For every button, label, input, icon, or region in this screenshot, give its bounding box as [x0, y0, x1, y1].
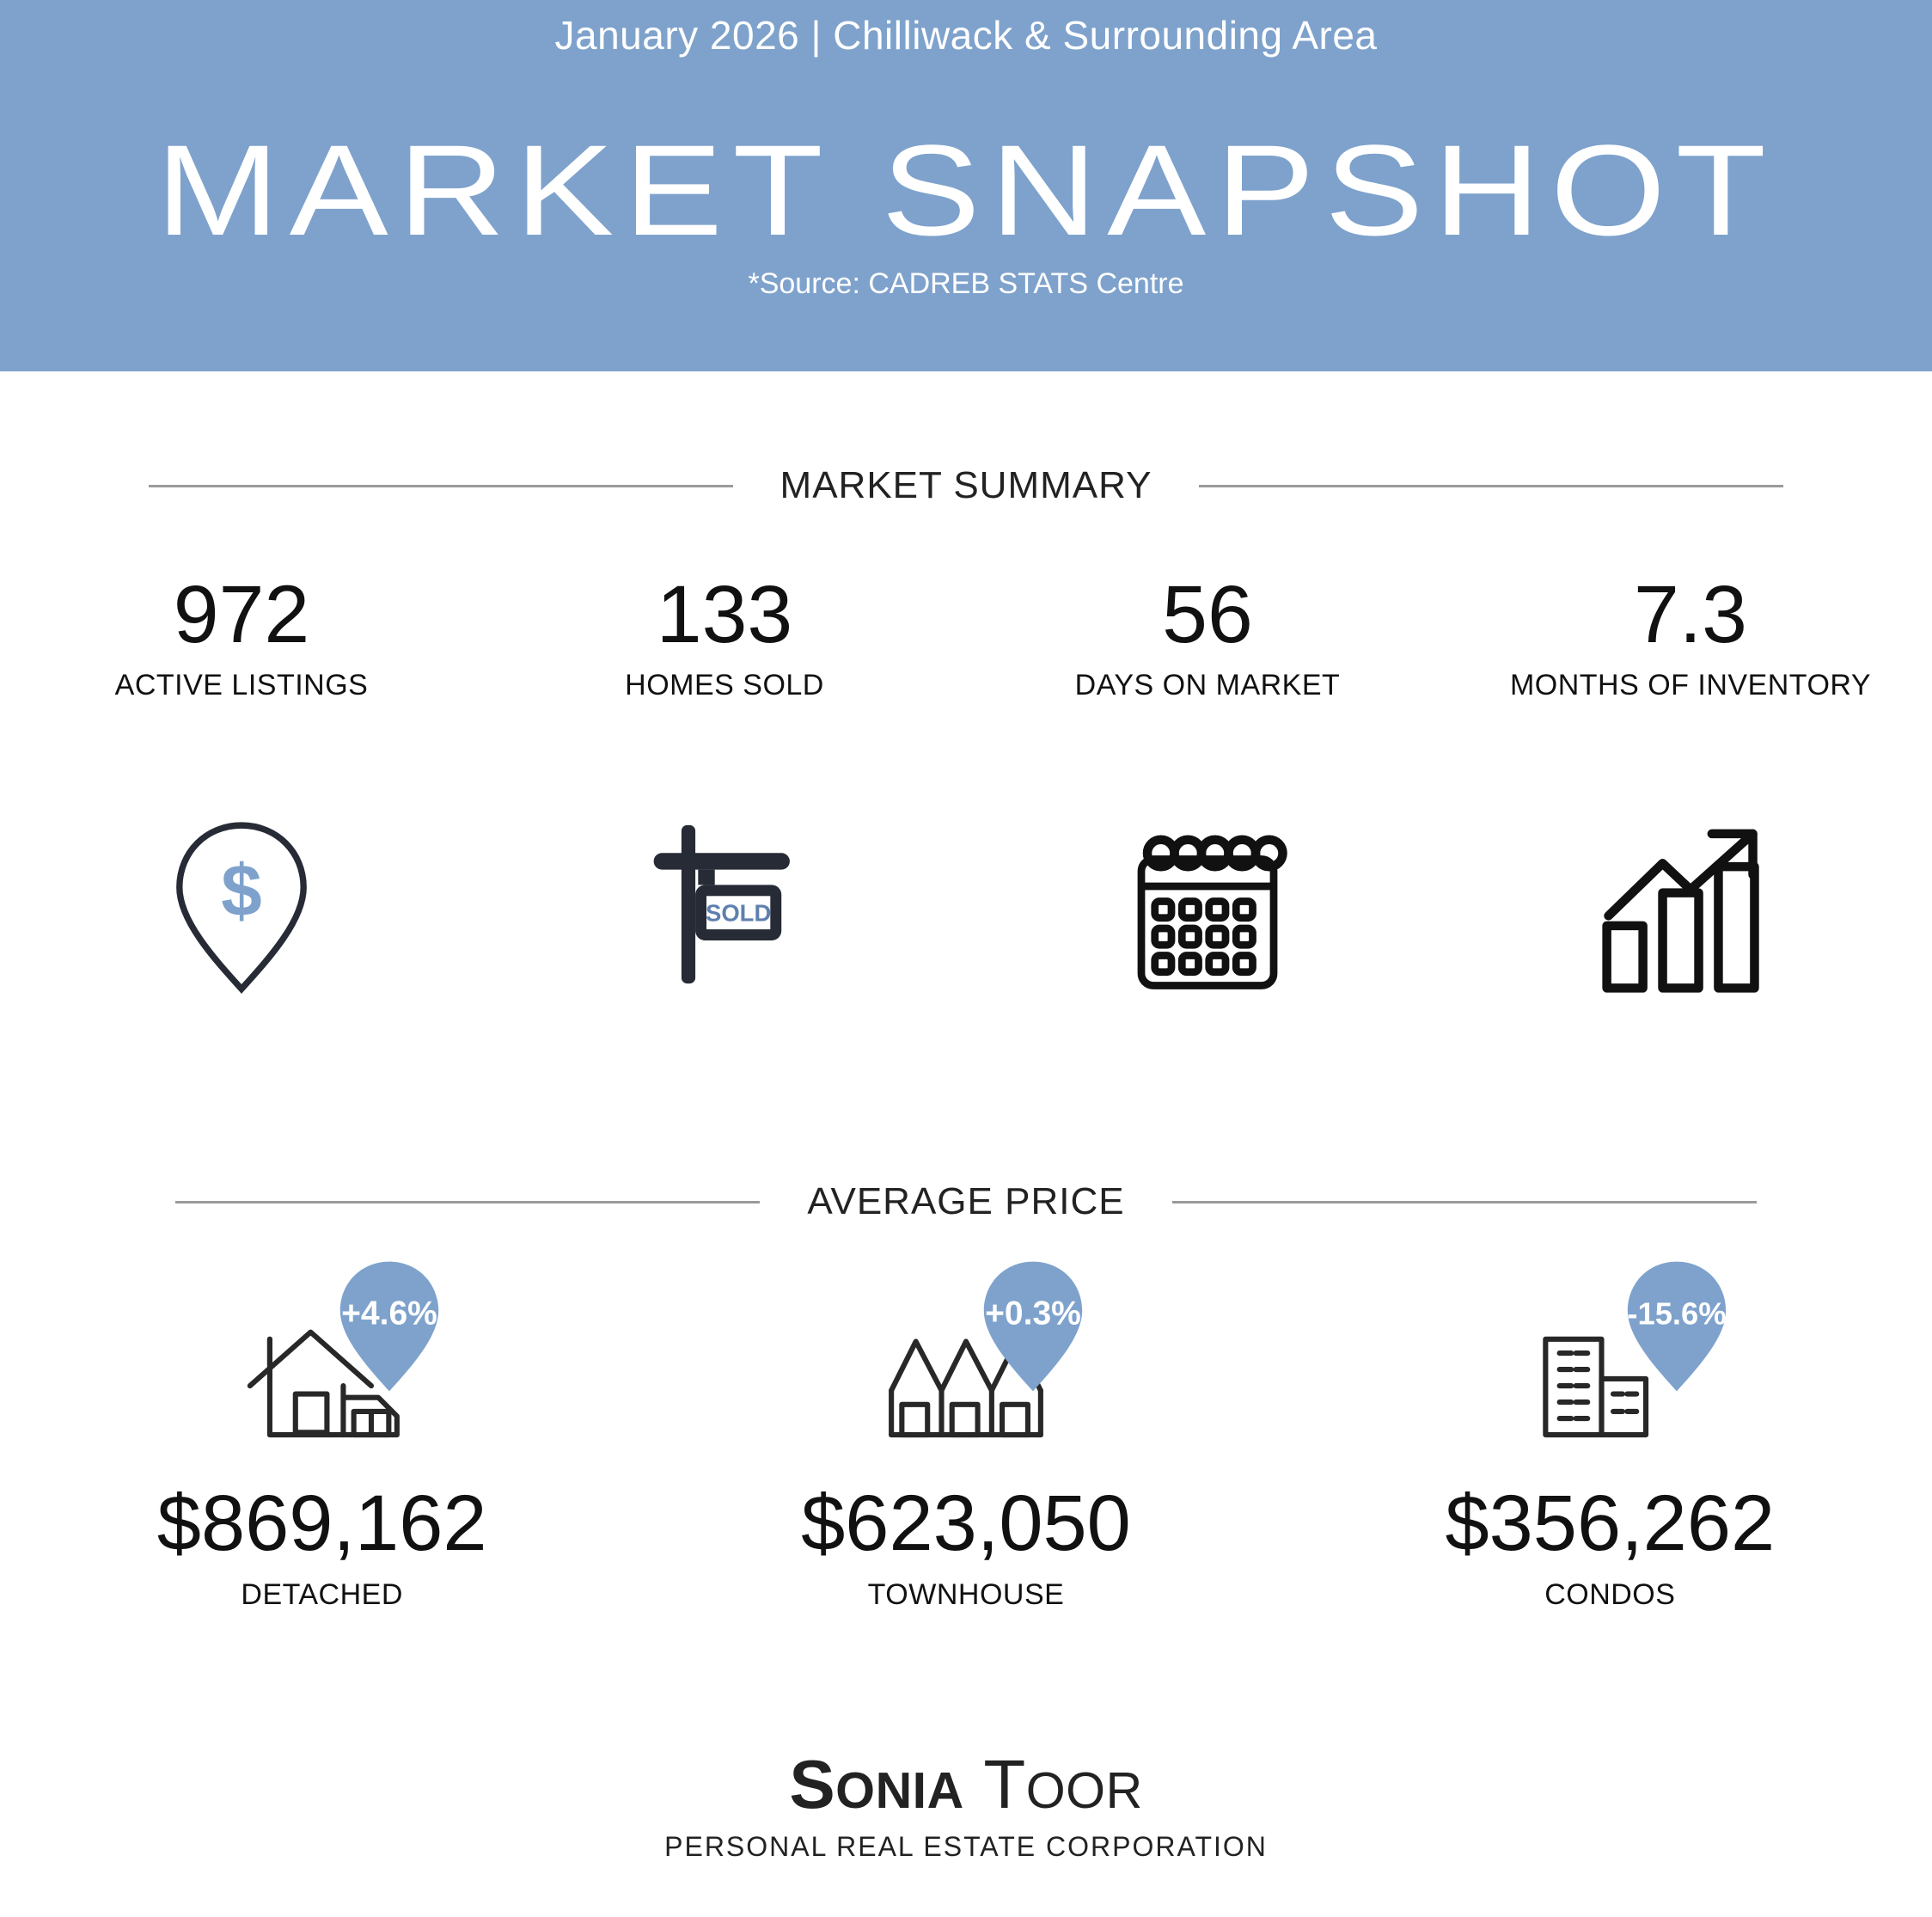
svg-text:+4.6%: +4.6%: [341, 1295, 437, 1332]
svg-text:SOLD: SOLD: [706, 899, 771, 926]
svg-text:$: $: [221, 850, 261, 932]
svg-text:-15.6%: -15.6%: [1628, 1295, 1727, 1331]
svg-text:+0.3%: +0.3%: [985, 1295, 1081, 1332]
